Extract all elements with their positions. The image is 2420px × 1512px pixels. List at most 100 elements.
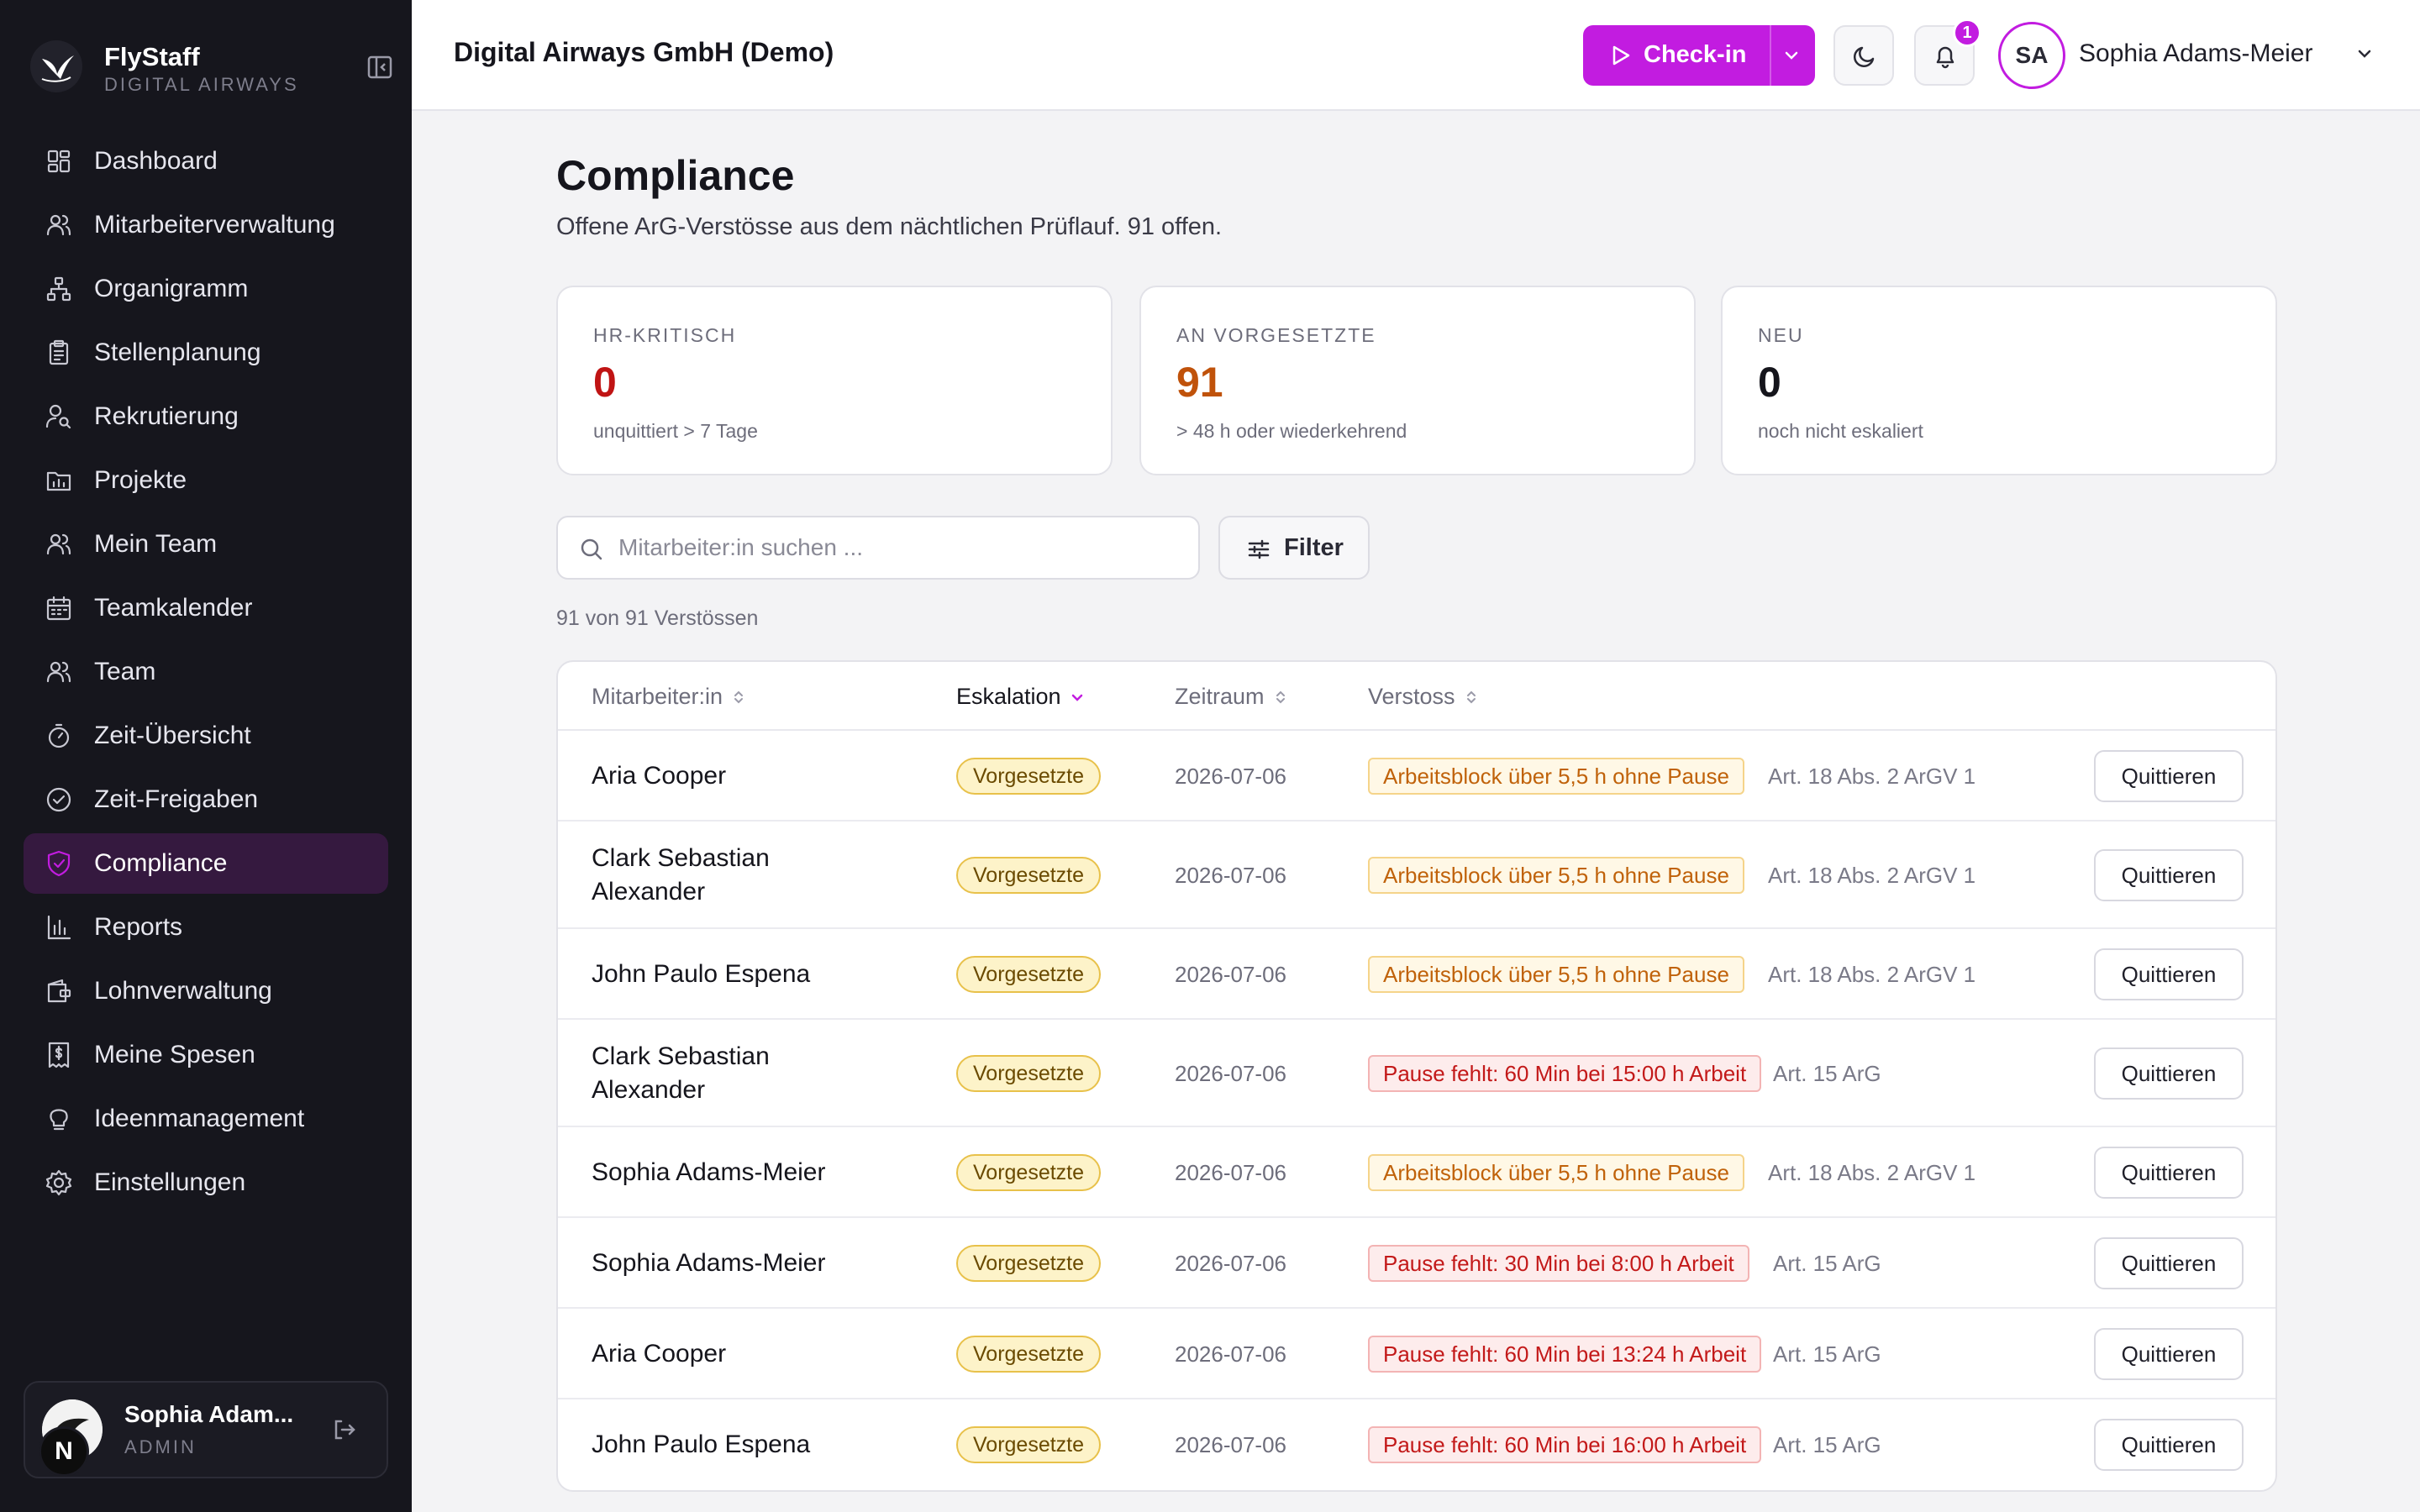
column-header-label: Zeitraum bbox=[1175, 684, 1265, 709]
collapse-sidebar-icon[interactable] bbox=[365, 52, 395, 82]
escalation-badge: Vorgesetzte bbox=[956, 1055, 1102, 1092]
user-search-icon bbox=[44, 402, 74, 432]
chevron-down-icon[interactable] bbox=[1780, 44, 1803, 67]
sidebar-item-dashboard[interactable]: Dashboard bbox=[24, 131, 388, 192]
violation-tag: Pause fehlt: 60 Min bei 16:00 h Arbeit bbox=[1368, 1426, 1762, 1463]
play-icon bbox=[1612, 45, 1630, 66]
company-name: Digital Airways GmbH (Demo) bbox=[454, 37, 834, 67]
sidebar-user-card[interactable]: N Sophia Adam... ADMIN bbox=[24, 1381, 388, 1478]
violation-tag: Pause fehlt: 30 Min bei 8:00 h Arbeit bbox=[1368, 1245, 1749, 1282]
bar-chart-icon bbox=[44, 912, 74, 942]
acknowledge-button[interactable]: Quittieren bbox=[2094, 1147, 2244, 1199]
stat-note: unquittiert > 7 Tage bbox=[593, 420, 758, 442]
logout-icon[interactable] bbox=[329, 1415, 360, 1445]
employee-name[interactable]: John Paulo Espena bbox=[592, 960, 811, 988]
sidebar-item-mein-team[interactable]: Mein Team bbox=[24, 514, 388, 575]
law-reference: Art. 15 ArG bbox=[1773, 1061, 1881, 1086]
column-header-period[interactable]: Zeitraum bbox=[1175, 684, 1290, 710]
employee-name[interactable]: Aria Cooper bbox=[592, 1340, 727, 1368]
sidebar-item-label: Reports bbox=[94, 913, 183, 941]
theme-toggle-button[interactable] bbox=[1833, 25, 1894, 86]
stat-note: > 48 h oder wiederkehrend bbox=[1176, 420, 1407, 442]
table-header: Mitarbeiter:in Eskalation Zeitraum Verst… bbox=[558, 662, 2275, 731]
acknowledge-button[interactable]: Quittieren bbox=[2094, 1328, 2244, 1380]
brand-logo-icon bbox=[30, 40, 82, 92]
sidebar-item-team[interactable]: Team bbox=[24, 642, 388, 702]
sidebar-item-label: Einstellungen bbox=[94, 1168, 246, 1196]
users-icon bbox=[44, 210, 74, 240]
law-reference: Art. 15 ArG bbox=[1773, 1341, 1881, 1367]
acknowledge-button[interactable]: Quittieren bbox=[2094, 1237, 2244, 1289]
period-date: 2026-07-06 bbox=[1175, 1432, 1286, 1457]
sidebar-item-zeit-übersicht[interactable]: Zeit-Übersicht bbox=[24, 706, 388, 766]
sidebar-item-label: Teamkalender bbox=[94, 594, 253, 622]
table-row: John Paulo Espena Vorgesetzte 2026-07-06 Pa… bbox=[558, 1399, 2275, 1490]
employee-name[interactable]: Clark Sebastian Alexander bbox=[592, 1042, 770, 1104]
table-row: Clark Sebastian Alexander Vorgesetzte 2026… bbox=[558, 822, 2275, 929]
column-header-employee[interactable]: Mitarbeiter:in bbox=[592, 684, 748, 710]
sidebar-item-lohnverwaltung[interactable]: Lohnverwaltung bbox=[24, 961, 388, 1021]
calendar-icon bbox=[44, 593, 74, 623]
check-in-button[interactable]: Check-in bbox=[1583, 25, 1815, 86]
column-header-escalation[interactable]: Eskalation bbox=[956, 684, 1086, 710]
sidebar-item-compliance[interactable]: Compliance bbox=[24, 833, 388, 894]
lightbulb-icon bbox=[44, 1104, 74, 1134]
sidebar-item-reports[interactable]: Reports bbox=[24, 897, 388, 958]
sidebar-item-meine-spesen[interactable]: Meine Spesen bbox=[24, 1025, 388, 1085]
filter-button[interactable]: Filter bbox=[1218, 516, 1370, 580]
search-input[interactable] bbox=[618, 517, 1173, 578]
chevron-down-icon[interactable] bbox=[2353, 42, 2376, 66]
sidebar-item-mitarbeiterverwaltung[interactable]: Mitarbeiterverwaltung bbox=[24, 195, 388, 255]
acknowledge-button[interactable]: Quittieren bbox=[2094, 750, 2244, 802]
escalation-badge: Vorgesetzte bbox=[956, 1426, 1102, 1463]
table-row: Sophia Adams-Meier Vorgesetzte 2026-07-06 P… bbox=[558, 1218, 2275, 1309]
law-reference: Art. 18 Abs. 2 ArGV 1 bbox=[1768, 1160, 1976, 1185]
filter-label: Filter bbox=[1284, 534, 1344, 561]
receipt-icon bbox=[44, 1040, 74, 1070]
sidebar-item-organigramm[interactable]: Organigramm bbox=[24, 259, 388, 319]
escalation-badge: Vorgesetzte bbox=[956, 1336, 1102, 1373]
acknowledge-button[interactable]: Quittieren bbox=[2094, 948, 2244, 1000]
acknowledge-button[interactable]: Quittieren bbox=[2094, 1419, 2244, 1471]
stat-label: AN VORGESETZTE bbox=[1176, 324, 1376, 346]
sidebar-item-label: Stellenplanung bbox=[94, 339, 261, 366]
period-date: 2026-07-06 bbox=[1175, 764, 1286, 789]
employee-name[interactable]: John Paulo Espena bbox=[592, 1431, 811, 1458]
violation-tag: Pause fehlt: 60 Min bei 13:24 h Arbeit bbox=[1368, 1336, 1762, 1373]
gear-icon bbox=[44, 1168, 74, 1198]
acknowledge-button[interactable]: Quittieren bbox=[2094, 849, 2244, 901]
table-row: Aria Cooper Vorgesetzte 2026-07-06 Arbeitsb… bbox=[558, 731, 2275, 822]
avatar[interactable]: SA bbox=[1998, 22, 2065, 89]
column-header-label: Verstoss bbox=[1368, 684, 1455, 709]
header-user-name[interactable]: Sophia Adams-Meier bbox=[2079, 39, 2313, 67]
sidebar-item-ideenmanagement[interactable]: Ideenmanagement bbox=[24, 1089, 388, 1149]
check-in-label: Check-in bbox=[1644, 41, 1747, 68]
employee-name[interactable]: Clark Sebastian Alexander bbox=[592, 844, 770, 906]
employee-name[interactable]: Sophia Adams-Meier bbox=[592, 1249, 826, 1277]
period-date: 2026-07-06 bbox=[1175, 1160, 1286, 1185]
sidebar-item-label: Mein Team bbox=[94, 530, 218, 558]
sidebar-item-stellenplanung[interactable]: Stellenplanung bbox=[24, 323, 388, 383]
sidebar-item-label: Meine Spesen bbox=[94, 1041, 255, 1068]
sidebar-item-rekrutierung[interactable]: Rekrutierung bbox=[24, 386, 388, 447]
sidebar-item-einstellungen[interactable]: Einstellungen bbox=[24, 1152, 388, 1213]
sidebar-item-projekte[interactable]: Projekte bbox=[24, 450, 388, 511]
sidebar-item-zeit-freigaben[interactable]: Zeit-Freigaben bbox=[24, 769, 388, 830]
sidebar: FlyStaff DIGITAL AIRWAYS Dashboard Mitarb… bbox=[0, 0, 412, 1512]
law-reference: Art. 18 Abs. 2 ArGV 1 bbox=[1768, 962, 1976, 987]
employee-name[interactable]: Sophia Adams-Meier bbox=[592, 1158, 826, 1186]
acknowledge-button[interactable]: Quittieren bbox=[2094, 1047, 2244, 1100]
stat-label: NEU bbox=[1758, 324, 1804, 346]
sidebar-item-teamkalender[interactable]: Teamkalender bbox=[24, 578, 388, 638]
column-header-violation[interactable]: Verstoss bbox=[1368, 684, 1481, 710]
moon-icon bbox=[1854, 46, 1875, 67]
users-icon bbox=[44, 657, 74, 687]
escalation-badge: Vorgesetzte bbox=[956, 758, 1102, 795]
user-initial-badge: N bbox=[39, 1426, 89, 1477]
sidebar-item-label: Rekrutierung bbox=[94, 402, 239, 430]
brand-name: FlyStaff bbox=[104, 42, 200, 71]
employee-name[interactable]: Aria Cooper bbox=[592, 762, 727, 790]
sidebar-item-label: Team bbox=[94, 658, 156, 685]
stat-value: 0 bbox=[593, 359, 617, 406]
table-body: Aria Cooper Vorgesetzte 2026-07-06 Arbeitsb… bbox=[558, 731, 2275, 1490]
